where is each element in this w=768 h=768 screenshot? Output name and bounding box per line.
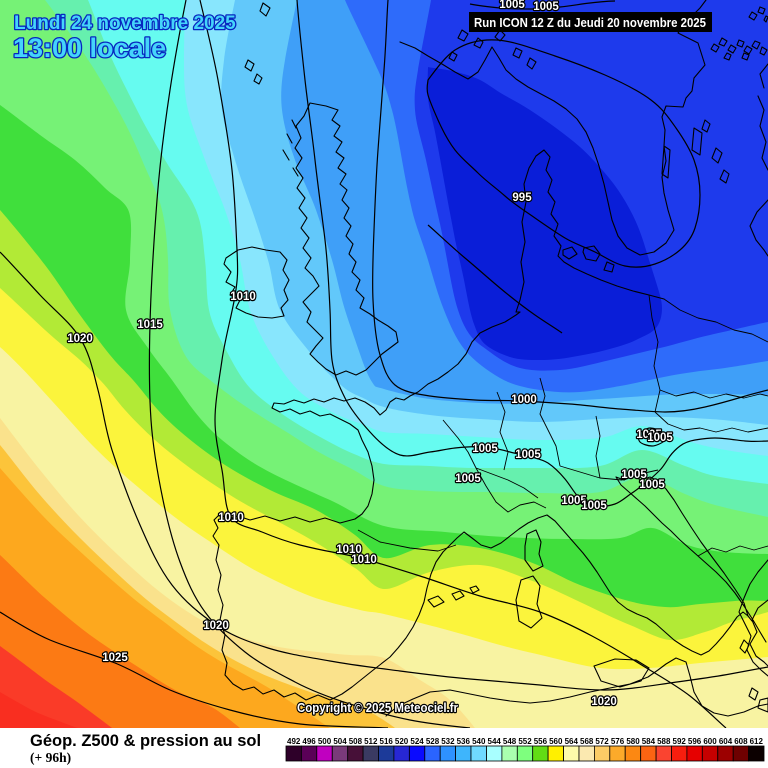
svg-text:540: 540 bbox=[472, 737, 486, 746]
svg-text:508: 508 bbox=[349, 737, 363, 746]
svg-text:556: 556 bbox=[534, 737, 548, 746]
svg-text:608: 608 bbox=[734, 737, 748, 746]
svg-text:1005: 1005 bbox=[472, 443, 498, 455]
svg-text:604: 604 bbox=[719, 737, 733, 746]
svg-text:1020: 1020 bbox=[67, 333, 93, 345]
svg-text:1020: 1020 bbox=[591, 696, 617, 708]
svg-text:568: 568 bbox=[580, 737, 594, 746]
svg-text:1005: 1005 bbox=[636, 429, 662, 441]
svg-text:588: 588 bbox=[657, 737, 671, 746]
svg-text:995: 995 bbox=[512, 192, 532, 204]
svg-text:500: 500 bbox=[318, 737, 332, 746]
svg-text:1005: 1005 bbox=[533, 1, 559, 13]
svg-text:1005: 1005 bbox=[639, 479, 665, 491]
svg-text:552: 552 bbox=[518, 737, 532, 746]
svg-text:Run ICON 12 Z du Jeudi 20 nove: Run ICON 12 Z du Jeudi 20 novembre 2025 bbox=[474, 15, 706, 30]
svg-text:1010: 1010 bbox=[218, 512, 244, 524]
svg-text:496: 496 bbox=[302, 737, 316, 746]
svg-text:1005: 1005 bbox=[581, 500, 607, 512]
svg-text:1015: 1015 bbox=[137, 319, 163, 331]
svg-text:13:00 locale: 13:00 locale bbox=[13, 33, 166, 63]
svg-text:(+ 96h): (+ 96h) bbox=[30, 750, 71, 765]
svg-text:1005: 1005 bbox=[499, 0, 525, 11]
svg-text:1010: 1010 bbox=[351, 554, 377, 566]
svg-text:572: 572 bbox=[595, 737, 609, 746]
svg-text:1025: 1025 bbox=[102, 652, 128, 664]
svg-text:1005: 1005 bbox=[561, 495, 587, 507]
svg-text:580: 580 bbox=[626, 737, 640, 746]
svg-text:1000: 1000 bbox=[511, 394, 537, 406]
svg-text:1010: 1010 bbox=[230, 291, 256, 303]
svg-text:Copyright © 2025 Meteociel.fr: Copyright © 2025 Meteociel.fr bbox=[297, 701, 458, 715]
svg-text:516: 516 bbox=[380, 737, 394, 746]
svg-text:528: 528 bbox=[426, 737, 440, 746]
svg-text:Lundi 24 novembre 2025: Lundi 24 novembre 2025 bbox=[14, 13, 236, 34]
svg-text:524: 524 bbox=[410, 737, 424, 746]
svg-text:1020: 1020 bbox=[203, 620, 229, 632]
svg-text:544: 544 bbox=[488, 737, 502, 746]
svg-text:548: 548 bbox=[503, 737, 517, 746]
svg-text:564: 564 bbox=[565, 737, 579, 746]
svg-text:584: 584 bbox=[642, 737, 656, 746]
svg-text:504: 504 bbox=[333, 737, 347, 746]
svg-text:512: 512 bbox=[364, 737, 378, 746]
svg-text:1005: 1005 bbox=[647, 432, 673, 444]
svg-text:492: 492 bbox=[287, 737, 301, 746]
svg-text:1005: 1005 bbox=[621, 469, 647, 481]
svg-text:1005: 1005 bbox=[455, 473, 481, 485]
svg-text:596: 596 bbox=[688, 737, 702, 746]
svg-text:1005: 1005 bbox=[515, 449, 541, 461]
svg-text:532: 532 bbox=[441, 737, 455, 746]
svg-text:520: 520 bbox=[395, 737, 409, 746]
svg-text:1010: 1010 bbox=[336, 544, 362, 556]
svg-text:612: 612 bbox=[750, 737, 764, 746]
svg-text:592: 592 bbox=[673, 737, 687, 746]
svg-text:536: 536 bbox=[457, 737, 471, 746]
svg-text:576: 576 bbox=[611, 737, 625, 746]
svg-text:560: 560 bbox=[549, 737, 563, 746]
svg-text:600: 600 bbox=[703, 737, 717, 746]
svg-text:Géop. Z500 & pression au sol: Géop. Z500 & pression au sol bbox=[30, 732, 261, 750]
